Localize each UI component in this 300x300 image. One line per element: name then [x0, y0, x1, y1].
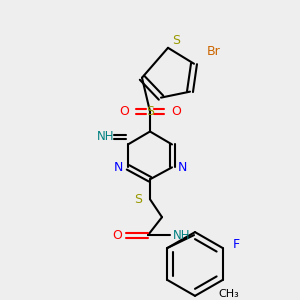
Text: F: F: [233, 238, 240, 250]
Text: NH: NH: [173, 229, 191, 242]
Text: CH₃: CH₃: [218, 289, 239, 299]
Text: NH: NH: [97, 130, 115, 143]
Text: Br: Br: [207, 45, 221, 58]
Text: N: N: [113, 161, 123, 174]
Text: S: S: [172, 34, 180, 47]
Text: S: S: [146, 105, 154, 118]
Text: S: S: [134, 193, 142, 206]
Text: O: O: [171, 105, 181, 118]
Text: O: O: [112, 229, 122, 242]
Text: N: N: [177, 161, 187, 174]
Text: O: O: [119, 105, 129, 118]
